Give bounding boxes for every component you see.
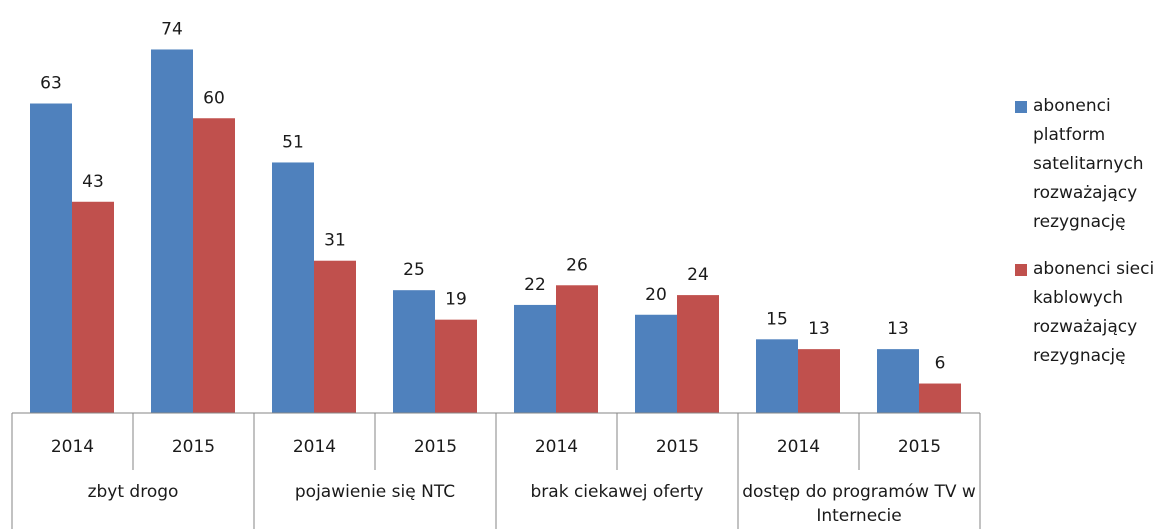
- bar: [435, 319, 477, 413]
- group-label: pojawienie się NTC: [294, 482, 456, 502]
- legend-item: abonenci sieci kablowych rozważający rez…: [1015, 255, 1173, 371]
- bar: [635, 314, 677, 413]
- value-label: 51: [282, 132, 304, 152]
- x-tick-label: 2015: [414, 437, 457, 457]
- value-label: 63: [40, 74, 62, 94]
- legend-swatch: [1015, 101, 1027, 113]
- value-label: 19: [445, 290, 467, 310]
- x-tick-label: 2015: [656, 437, 699, 457]
- value-label: 20: [645, 285, 667, 305]
- value-label: 25: [403, 260, 425, 280]
- x-tick-label: 2014: [777, 437, 820, 457]
- x-tick-label: 2014: [51, 437, 94, 457]
- bar: [756, 339, 798, 413]
- value-label: 31: [324, 231, 346, 251]
- value-label: 43: [82, 172, 104, 192]
- bar: [677, 295, 719, 413]
- legend-label: abonenci platform satelitarnych rozważaj…: [1033, 96, 1144, 232]
- value-label: 15: [766, 309, 788, 329]
- value-label: 13: [808, 319, 830, 339]
- bar: [151, 49, 193, 413]
- x-tick-label: 2014: [535, 437, 578, 457]
- bar: [193, 118, 235, 413]
- x-tick-label: 2015: [898, 437, 941, 457]
- legend-swatch: [1015, 264, 1027, 276]
- bar: [272, 162, 314, 413]
- value-label: 13: [887, 319, 909, 339]
- legend-item: abonenci platform satelitarnych rozważaj…: [1015, 92, 1173, 237]
- value-label: 6: [935, 354, 946, 374]
- bar: [919, 383, 961, 413]
- bar: [393, 290, 435, 413]
- bar: [72, 201, 114, 413]
- value-label: 26: [566, 255, 588, 275]
- bar: [314, 260, 356, 413]
- bar: [514, 304, 556, 413]
- x-tick-label: 2014: [293, 437, 336, 457]
- value-label: 24: [687, 265, 709, 285]
- bar: [798, 349, 840, 413]
- bar: [877, 349, 919, 413]
- x-tick-label: 2015: [172, 437, 215, 457]
- bar: [30, 103, 72, 413]
- legend: abonenci platform satelitarnych rozważaj…: [1015, 92, 1173, 389]
- value-label: 74: [161, 19, 183, 39]
- value-label: 22: [524, 275, 546, 295]
- group-label: zbyt drogo: [87, 482, 179, 502]
- group-label: dostęp do programów TV w Internecie: [742, 482, 976, 526]
- group-label: brak ciekawej oferty: [530, 482, 704, 502]
- value-label: 60: [203, 88, 225, 108]
- legend-label: abonenci sieci kablowych rozważający rez…: [1033, 259, 1155, 366]
- bar: [556, 285, 598, 413]
